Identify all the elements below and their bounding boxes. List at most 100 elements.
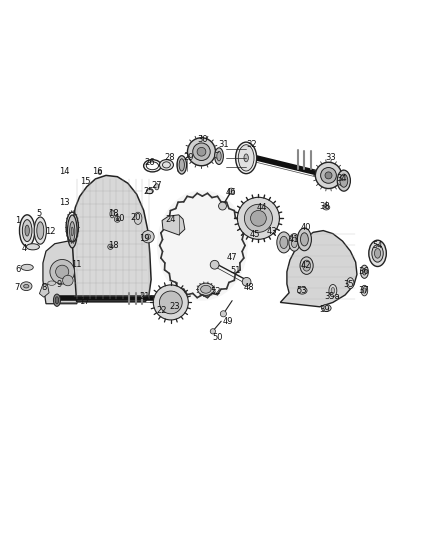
Text: 50: 50 [213, 333, 223, 342]
Text: 17: 17 [79, 297, 89, 306]
Ellipse shape [71, 227, 74, 236]
Text: 37: 37 [358, 286, 369, 295]
Ellipse shape [21, 264, 33, 270]
Circle shape [197, 147, 206, 156]
Circle shape [193, 143, 210, 160]
Circle shape [237, 197, 279, 239]
Text: 18: 18 [108, 209, 118, 219]
Text: 51: 51 [230, 266, 241, 276]
Text: 1: 1 [15, 216, 20, 225]
Text: 33: 33 [325, 154, 336, 163]
Ellipse shape [236, 142, 257, 174]
Text: 39: 39 [320, 305, 330, 314]
Text: 34: 34 [336, 174, 347, 183]
Ellipse shape [67, 215, 77, 248]
Text: 25: 25 [144, 187, 154, 196]
Ellipse shape [48, 281, 56, 285]
Circle shape [220, 311, 226, 317]
Ellipse shape [37, 222, 44, 239]
Ellipse shape [303, 260, 311, 271]
Ellipse shape [323, 205, 330, 210]
Ellipse shape [347, 278, 354, 288]
Text: 15: 15 [80, 176, 91, 185]
Ellipse shape [134, 212, 142, 224]
Text: 35: 35 [343, 280, 353, 289]
Ellipse shape [329, 285, 337, 297]
Ellipse shape [179, 159, 184, 171]
Circle shape [108, 244, 113, 249]
Circle shape [321, 167, 336, 183]
Text: 22: 22 [156, 306, 166, 315]
Ellipse shape [331, 287, 335, 294]
Text: 40: 40 [300, 223, 311, 231]
Circle shape [187, 138, 215, 166]
Ellipse shape [34, 217, 46, 244]
Circle shape [219, 202, 226, 210]
Ellipse shape [297, 287, 307, 294]
Ellipse shape [340, 174, 348, 187]
Ellipse shape [25, 225, 29, 236]
Circle shape [116, 218, 119, 221]
Text: 23: 23 [170, 302, 180, 311]
Text: 5: 5 [37, 209, 42, 219]
Circle shape [142, 231, 154, 243]
Text: 12: 12 [45, 227, 56, 236]
Text: 54: 54 [372, 241, 383, 250]
Text: 20: 20 [131, 213, 141, 222]
Text: 9: 9 [57, 279, 62, 288]
Text: 27: 27 [152, 181, 162, 190]
Polygon shape [39, 284, 49, 297]
Ellipse shape [215, 148, 223, 165]
Ellipse shape [277, 232, 291, 253]
Text: 14: 14 [60, 166, 70, 175]
Ellipse shape [198, 283, 214, 295]
Text: 52: 52 [210, 287, 221, 296]
Text: 10: 10 [114, 214, 124, 223]
Text: 53: 53 [296, 286, 307, 295]
Ellipse shape [321, 304, 331, 312]
Text: 6: 6 [16, 265, 21, 274]
Polygon shape [43, 241, 84, 304]
Circle shape [242, 278, 251, 286]
Text: 43: 43 [267, 227, 278, 236]
Text: 11: 11 [71, 260, 82, 269]
Text: 8: 8 [41, 283, 46, 292]
Text: 7: 7 [14, 282, 19, 292]
Ellipse shape [361, 285, 368, 296]
Text: 38: 38 [320, 201, 330, 211]
Ellipse shape [300, 233, 308, 246]
Ellipse shape [363, 288, 366, 293]
Ellipse shape [280, 236, 288, 248]
Circle shape [210, 260, 219, 269]
Ellipse shape [21, 282, 32, 290]
Text: 41: 41 [289, 235, 300, 244]
Circle shape [63, 275, 73, 286]
Ellipse shape [372, 245, 383, 262]
Ellipse shape [177, 156, 187, 174]
Polygon shape [72, 175, 151, 302]
Text: 32: 32 [247, 140, 257, 149]
Ellipse shape [300, 257, 313, 274]
Ellipse shape [146, 189, 153, 194]
Ellipse shape [157, 190, 248, 301]
Text: 45: 45 [250, 230, 260, 239]
Ellipse shape [53, 294, 60, 306]
Text: 31: 31 [218, 140, 229, 149]
Circle shape [228, 188, 234, 194]
Ellipse shape [22, 220, 32, 241]
Ellipse shape [24, 285, 29, 288]
Polygon shape [162, 215, 185, 235]
Circle shape [110, 246, 111, 248]
Circle shape [210, 329, 215, 334]
Text: 44: 44 [257, 203, 267, 212]
Text: 13: 13 [60, 198, 70, 207]
Polygon shape [280, 231, 357, 307]
Text: 24: 24 [166, 215, 176, 224]
Ellipse shape [19, 215, 35, 246]
Ellipse shape [26, 244, 39, 250]
Text: 48: 48 [244, 283, 254, 292]
Circle shape [50, 260, 74, 284]
Text: 18: 18 [108, 241, 118, 250]
Ellipse shape [155, 184, 159, 190]
Text: 46: 46 [226, 189, 237, 197]
